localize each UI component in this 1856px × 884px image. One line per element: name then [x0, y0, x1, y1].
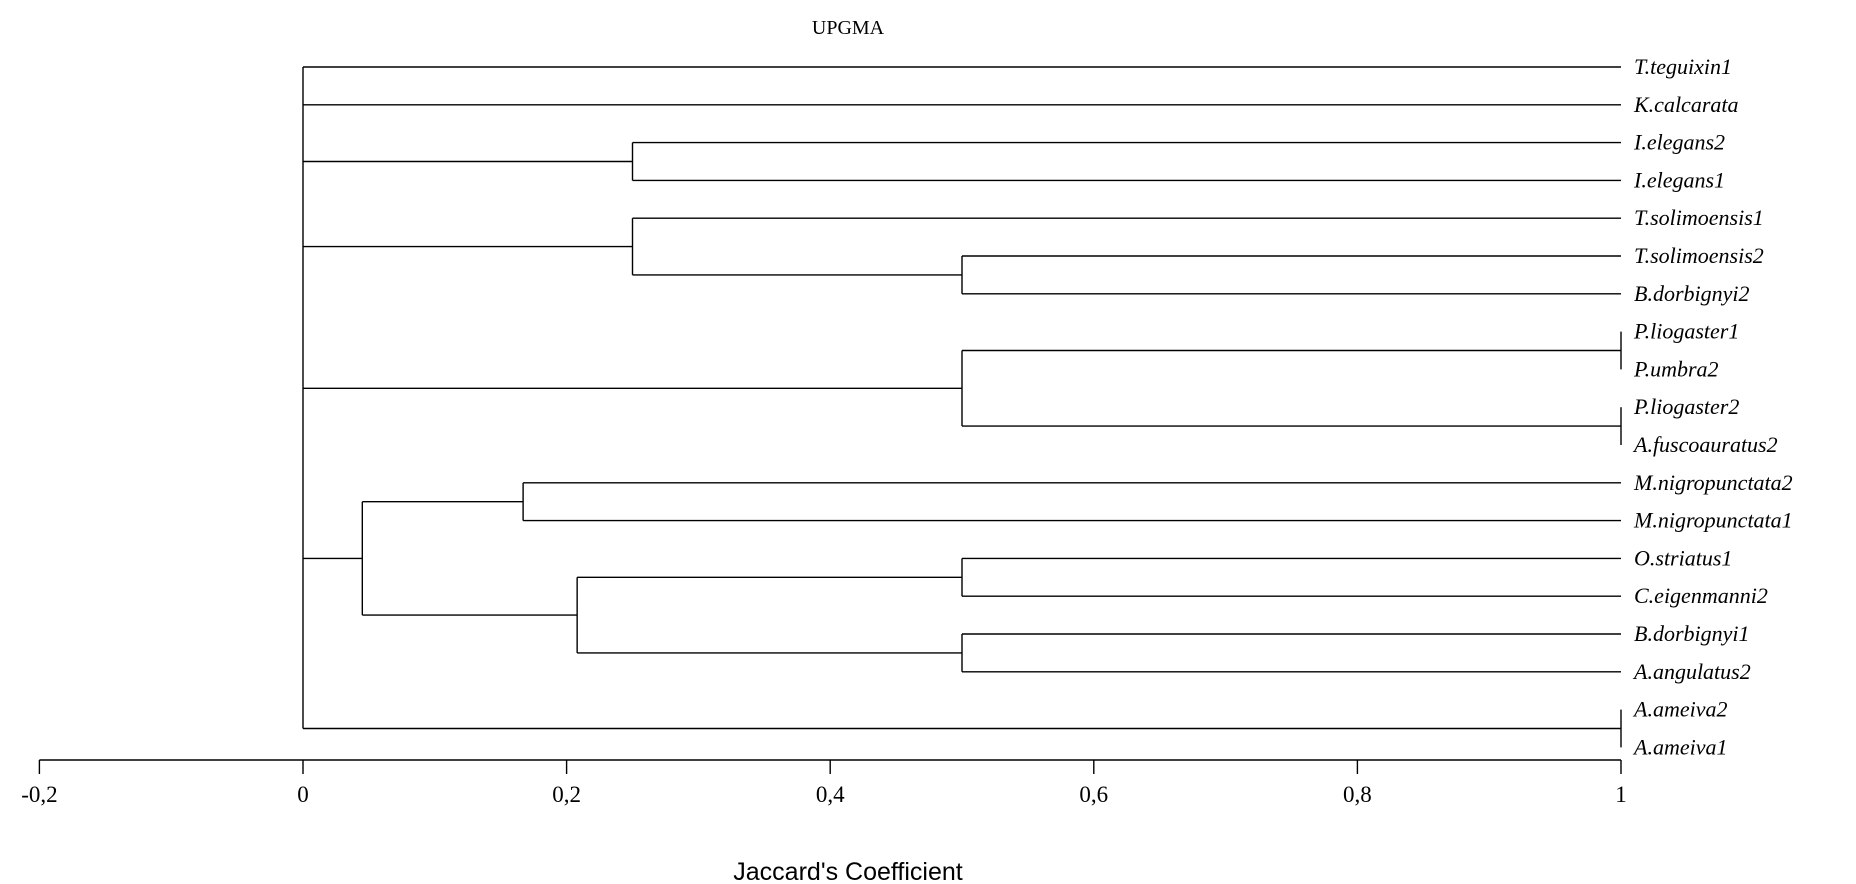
leaf-label: P.liogaster2 — [1633, 394, 1739, 419]
x-axis-tick-label: 1 — [1615, 782, 1627, 807]
dendrogram-title: UPGMA — [812, 17, 885, 39]
x-axis-tick-label: 0,4 — [816, 782, 845, 807]
x-axis: -0,2 0 0,2 0,4 0,6 0,8 1 — [21, 759, 1627, 807]
leaf-labels: T.teguixin1 K.calcarata I.elegans2 I.elegan… — [1632, 54, 1793, 759]
leaf-label: K.calcarata — [1633, 92, 1739, 117]
x-axis-ticks: -0,2 0 0,2 0,4 0,6 0,8 1 — [21, 760, 1627, 807]
leaf-label: A.angulatus2 — [1632, 659, 1751, 684]
leaf-label: P.liogaster1 — [1633, 319, 1739, 344]
leaf-label: T.teguixin1 — [1634, 54, 1732, 79]
x-axis-title: Jaccard's Coefficient — [733, 858, 962, 884]
x-axis-tick-label: 0,8 — [1343, 782, 1372, 807]
leaf-label: O.striatus1 — [1634, 545, 1732, 570]
x-axis-tick-label: 0 — [297, 782, 309, 807]
x-axis-tick-label: -0,2 — [21, 782, 57, 807]
leaf-label: I.elegans1 — [1633, 167, 1725, 192]
leaf-label: A.ameiva1 — [1632, 734, 1727, 759]
leaf-label: M.nigropunctata1 — [1633, 508, 1793, 533]
leaf-label: C.eigenmanni2 — [1634, 583, 1768, 608]
x-axis-tick-label: 0,2 — [552, 782, 581, 807]
leaf-label: A.fuscoauratus2 — [1632, 432, 1778, 457]
leaf-label: T.solimoensis1 — [1634, 205, 1764, 230]
tree-branches — [302, 66, 1622, 748]
leaf-label: B.dorbignyi2 — [1634, 281, 1750, 306]
leaf-label: I.elegans2 — [1633, 130, 1725, 155]
leaf-label: B.dorbignyi1 — [1634, 621, 1750, 646]
leaf-label: A.ameiva2 — [1632, 697, 1727, 722]
leaf-label: T.solimoensis2 — [1634, 243, 1764, 268]
x-axis-tick-label: 0,6 — [1079, 782, 1108, 807]
leaf-label: P.umbra2 — [1633, 356, 1719, 381]
leaf-label: M.nigropunctata2 — [1633, 470, 1793, 495]
